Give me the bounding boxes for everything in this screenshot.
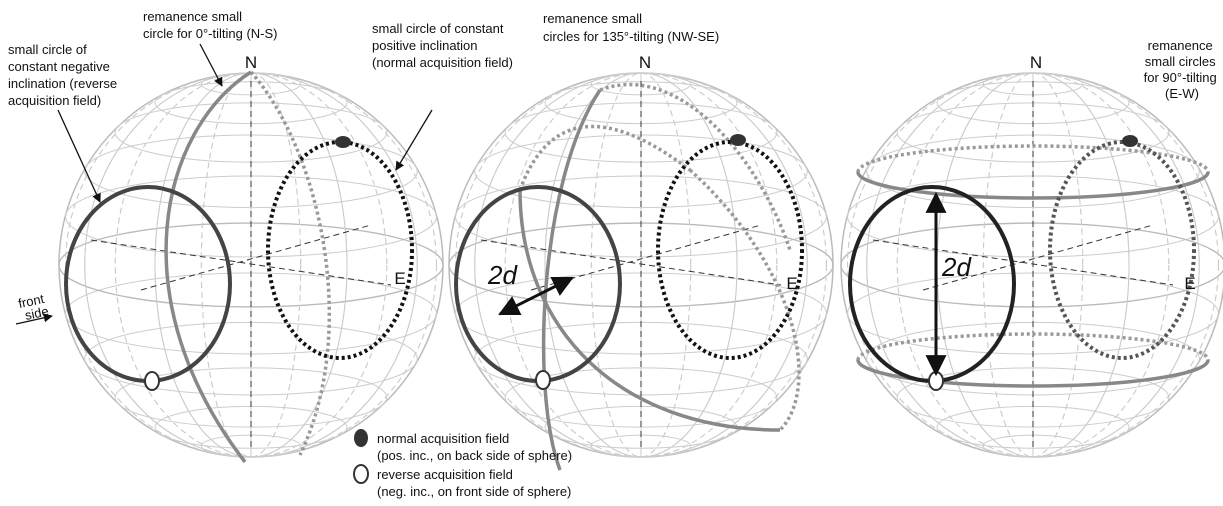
side-label: front side (17, 290, 52, 324)
meridian-line (114, 72, 388, 458)
meridian-line (65, 72, 437, 458)
label-line: side (24, 303, 50, 323)
remanence-circle (518, 189, 781, 432)
label: remanence small circle for 0°-tilting (N… (143, 9, 278, 41)
sphere-grid (58, 72, 444, 458)
label-line: remanence small (543, 11, 642, 26)
label-line: circle for 0°-tilting (N-S) (143, 26, 278, 41)
remanence-circle-back (856, 144, 1210, 173)
north-label: N (639, 53, 651, 72)
normal-field-point (335, 136, 351, 148)
normal-field-point (1122, 135, 1138, 147)
meridian-line (866, 72, 1200, 458)
remanence-circle (164, 70, 252, 464)
positive-inclination-circle (1048, 140, 1196, 360)
label-arrow (395, 109, 433, 171)
label: remanence small circles for 90°-tilting … (1144, 38, 1221, 101)
axis-line (872, 239, 1174, 286)
legend-note: (neg. inc., on front side of sphere) (377, 484, 571, 499)
axis-line (480, 239, 782, 286)
meridian-line (504, 72, 778, 458)
legend-entry: normal acquisition field (377, 431, 509, 446)
label-line: small circle of (8, 42, 87, 57)
normal-field-point (730, 134, 746, 146)
label-line: circles for 135°-tilting (NW-SE) (543, 29, 719, 44)
distance-label: 2d (487, 260, 518, 290)
sphere-1-features (15, 43, 433, 464)
reverse-field-point (535, 370, 551, 390)
remanence-circle (856, 359, 1210, 388)
label: remanence small circles for 135°-tilting… (543, 11, 719, 44)
north-label: N (1030, 53, 1042, 72)
meridian-line (847, 72, 1219, 458)
legend-entry: reverse acquisition field (377, 467, 513, 482)
remanence-circle (856, 171, 1210, 200)
reverse-field-point (928, 371, 944, 391)
legend-note: (pos. inc., on back side of sphere) (377, 448, 572, 463)
remanence-circle-back (599, 82, 792, 251)
sphere-outline (840, 72, 1223, 458)
positive-inclination-circle (656, 140, 804, 360)
east-label: E (786, 274, 797, 293)
label-line: acquisition field) (8, 93, 101, 108)
latitude-line (896, 367, 1170, 428)
label-line: small circles (1145, 54, 1216, 69)
label-line: small circle of constant (372, 21, 504, 36)
meridian-line (455, 72, 827, 458)
label: small circle of constant positive inclin… (372, 21, 513, 70)
legend-normal-symbol (354, 429, 368, 447)
east-label: E (1184, 274, 1195, 293)
label-line: remanence small (143, 9, 242, 24)
label-arrow (57, 109, 101, 203)
meridian-line (590, 72, 692, 458)
label-line: (normal acquisition field) (372, 55, 513, 70)
label-line: remanence (1148, 38, 1213, 53)
front-arrow (15, 313, 53, 325)
sphere-grid (840, 72, 1223, 458)
remanence-circle-back (688, 168, 801, 432)
label-line: for 90°-tilting (1144, 70, 1217, 85)
label: small circle of constant negative inclin… (8, 42, 121, 108)
distance-label: 2d (941, 252, 972, 282)
label-line: front (17, 291, 46, 311)
east-label: E (394, 269, 405, 288)
label-line: (E-W) (1165, 86, 1199, 101)
meridian-line (982, 72, 1084, 458)
meridian-line (896, 72, 1170, 458)
reverse-field-point (144, 371, 160, 391)
sphere-2-features (454, 82, 804, 471)
axis-line (90, 239, 392, 286)
legend-reverse-symbol (353, 464, 369, 484)
legend: normal acquisition field (pos. inc., on … (353, 429, 572, 499)
label-line: positive inclination (372, 38, 478, 53)
latitude-line (504, 367, 778, 428)
label-arrow (199, 43, 223, 87)
meridian-line (474, 72, 808, 458)
remanence-circle-back (518, 124, 692, 191)
latitude-line (114, 367, 388, 428)
label-line: inclination (reverse (8, 76, 117, 91)
remanence-circle-back (856, 332, 1210, 361)
distance-arrow (498, 276, 574, 316)
label-line: constant negative (8, 59, 110, 74)
meridian-line (200, 72, 302, 458)
north-label: N (245, 53, 257, 72)
sphere-3-features (848, 135, 1210, 391)
